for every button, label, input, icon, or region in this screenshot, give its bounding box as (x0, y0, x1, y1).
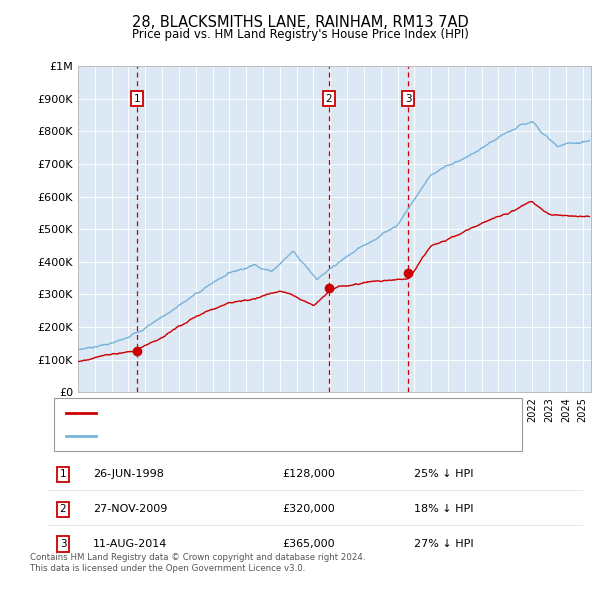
Text: 18% ↓ HPI: 18% ↓ HPI (414, 504, 473, 514)
Text: 28, BLACKSMITHS LANE, RAINHAM, RM13 7AD: 28, BLACKSMITHS LANE, RAINHAM, RM13 7AD (131, 15, 469, 30)
Text: Price paid vs. HM Land Registry's House Price Index (HPI): Price paid vs. HM Land Registry's House … (131, 28, 469, 41)
Text: 1: 1 (59, 470, 67, 479)
Text: 3: 3 (59, 539, 67, 549)
Text: 3: 3 (404, 94, 412, 104)
Text: £320,000: £320,000 (282, 504, 335, 514)
Text: 11-AUG-2014: 11-AUG-2014 (93, 539, 167, 549)
Text: 1: 1 (133, 94, 140, 104)
Text: £128,000: £128,000 (282, 470, 335, 479)
Text: Contains HM Land Registry data © Crown copyright and database right 2024.
This d: Contains HM Land Registry data © Crown c… (30, 553, 365, 573)
Text: 25% ↓ HPI: 25% ↓ HPI (414, 470, 473, 479)
Text: £365,000: £365,000 (282, 539, 335, 549)
Text: 28, BLACKSMITHS LANE, RAINHAM, RM13 7AD (detached house): 28, BLACKSMITHS LANE, RAINHAM, RM13 7AD … (102, 408, 437, 418)
Text: 2: 2 (325, 94, 332, 104)
Text: 27-NOV-2009: 27-NOV-2009 (93, 504, 167, 514)
Text: 26-JUN-1998: 26-JUN-1998 (93, 470, 164, 479)
Text: 2: 2 (59, 504, 67, 514)
Text: HPI: Average price, detached house, Havering: HPI: Average price, detached house, Have… (102, 431, 342, 441)
Text: 27% ↓ HPI: 27% ↓ HPI (414, 539, 473, 549)
